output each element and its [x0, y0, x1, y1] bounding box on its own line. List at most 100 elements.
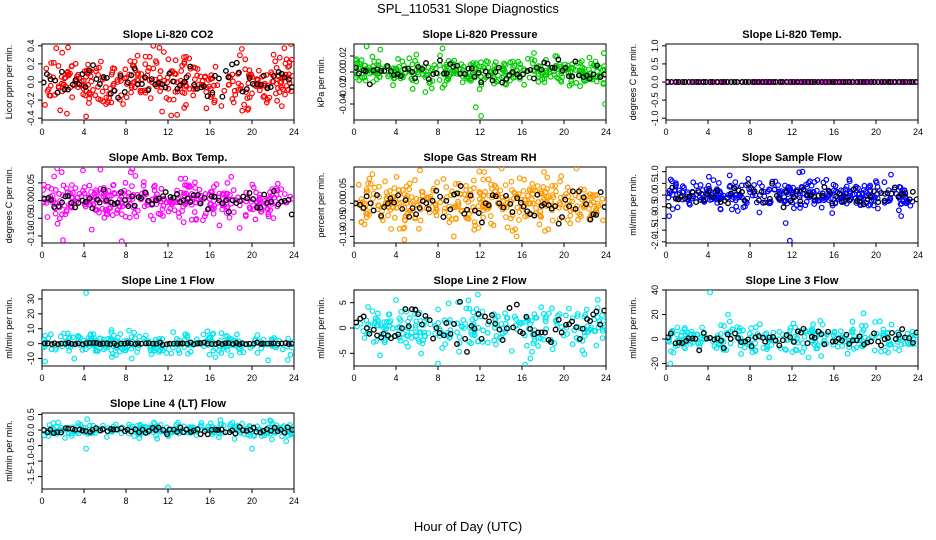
data-point [426, 209, 433, 216]
outlier-point [478, 113, 485, 119]
x-tick-label: 20 [871, 250, 881, 260]
data-point [526, 186, 533, 193]
data-point [503, 214, 509, 221]
mean-point [201, 194, 208, 201]
mean-point [499, 337, 506, 343]
data-point [471, 226, 478, 233]
mean-point [194, 426, 201, 433]
mean-point [132, 426, 139, 433]
data-point [766, 354, 773, 361]
data-point [726, 318, 733, 325]
data-point [733, 194, 740, 201]
outlier-point [284, 357, 291, 363]
x-tick-label: 16 [829, 373, 839, 383]
data-point [388, 226, 395, 232]
data-point [156, 74, 163, 81]
data-point [818, 353, 825, 360]
data-points [666, 168, 918, 243]
data-point [593, 342, 600, 349]
data-point [480, 192, 487, 199]
data-point [535, 73, 542, 79]
mean-point [225, 74, 232, 81]
data-point [210, 330, 217, 337]
data-point [513, 192, 520, 199]
data-point [714, 199, 721, 206]
data-point [224, 179, 231, 186]
mean-point [755, 197, 762, 204]
data-point [502, 310, 508, 317]
mean-point [846, 197, 853, 204]
y-tick-label: -0.2 [26, 92, 36, 108]
data-point [595, 203, 602, 209]
data-point [68, 182, 75, 188]
y-tick-label: -0.05 [338, 210, 348, 231]
data-point [859, 329, 865, 335]
mean-point [509, 69, 516, 75]
mean-point [552, 203, 559, 210]
mean-point [461, 210, 468, 217]
mean-point [162, 84, 169, 91]
mean-point [549, 64, 556, 71]
data-point [763, 330, 770, 337]
data-point [358, 196, 365, 203]
mean-point [899, 79, 906, 85]
mean-point [769, 180, 776, 187]
data-point [236, 349, 243, 356]
data-point [464, 215, 471, 222]
data-point [260, 418, 267, 425]
x-tick-label: 4 [705, 250, 710, 260]
mean-point [530, 75, 537, 82]
data-point [592, 327, 598, 334]
data-point [369, 53, 376, 60]
x-tick-label: 8 [435, 373, 440, 383]
x-tick-label: 0 [39, 373, 44, 383]
data-point [465, 198, 472, 205]
mean-point [724, 331, 731, 338]
data-point [57, 107, 64, 114]
y-tick-label: 1.0 [650, 165, 660, 178]
mean-point [219, 341, 226, 348]
data-point [476, 196, 483, 203]
mean-point [689, 188, 696, 195]
mean-point [86, 195, 93, 202]
data-point [479, 67, 486, 73]
data-point [472, 315, 479, 322]
mean-point [418, 321, 425, 328]
data-point [567, 220, 573, 227]
data-point [522, 213, 528, 220]
mean-point [856, 198, 863, 205]
x-tick-label: 4 [81, 373, 86, 383]
data-point [554, 74, 560, 81]
data-point [278, 186, 285, 193]
mean-point [138, 81, 145, 88]
data-point [216, 222, 223, 229]
mean-point [541, 59, 548, 66]
outlier-point [602, 101, 606, 107]
mean-point [895, 331, 902, 338]
data-point [367, 180, 374, 187]
y-tick-label: 0 [26, 341, 36, 346]
data-point [521, 202, 528, 209]
data-point [756, 209, 763, 216]
mean-point [720, 345, 727, 351]
mean-point [884, 335, 891, 341]
data-point [159, 108, 166, 115]
mean-point [244, 195, 250, 202]
mean-point [423, 60, 429, 66]
x-tick-label: 4 [705, 373, 710, 383]
outlier-point [522, 361, 528, 366]
mean-point [590, 211, 597, 218]
panel-title: Slope Li-820 Temp. [742, 29, 841, 41]
data-point [504, 315, 511, 321]
data-point [410, 207, 416, 214]
mean-point [499, 79, 506, 86]
outlier-point [782, 220, 789, 227]
data-point [68, 433, 75, 439]
mean-point [425, 206, 432, 212]
outlier-point [417, 167, 424, 174]
data-point [356, 77, 363, 84]
mean-point [440, 332, 447, 339]
data-points [42, 290, 294, 365]
data-points [666, 290, 918, 366]
x-tick-label: 8 [123, 127, 128, 137]
